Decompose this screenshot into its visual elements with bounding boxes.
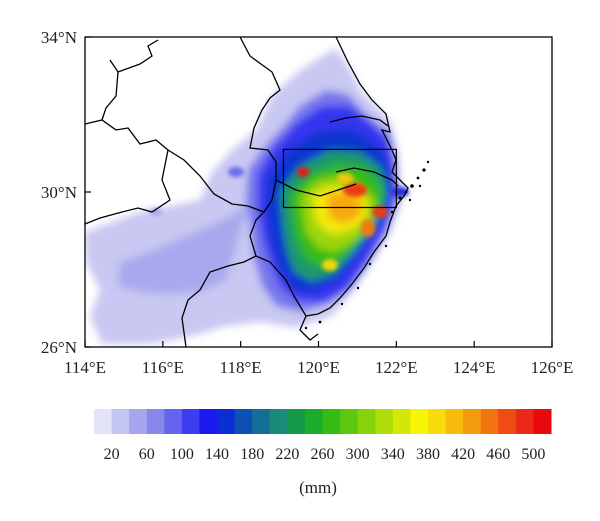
study-area-box bbox=[282, 148, 397, 209]
colorbar-swatch bbox=[340, 409, 359, 434]
colorbar-swatch bbox=[164, 409, 183, 434]
lon-tick-label: 116°E bbox=[142, 358, 184, 377]
colorbar-swatch bbox=[287, 409, 306, 434]
colorbar-swatch bbox=[533, 409, 552, 434]
map-panel bbox=[85, 37, 552, 347]
colorbar-swatch bbox=[129, 409, 148, 434]
colorbar-label: 180 bbox=[240, 446, 264, 463]
province-border-4 bbox=[167, 149, 265, 213]
colorbar-swatch bbox=[463, 409, 482, 434]
coastline-and-borders bbox=[85, 37, 409, 347]
colorbar-swatch bbox=[445, 409, 464, 434]
colorbar-label: 380 bbox=[416, 446, 440, 463]
colorbar-swatch bbox=[427, 409, 447, 434]
lon-tick-label: 114°E bbox=[64, 358, 106, 377]
colorbar-label: 420 bbox=[451, 446, 475, 463]
colorbar-swatch bbox=[111, 409, 130, 434]
colorbar-label: 260 bbox=[311, 446, 335, 463]
lon-tick-label: 118°E bbox=[220, 358, 262, 377]
province-border-6 bbox=[275, 179, 357, 197]
colorbar-swatch bbox=[357, 409, 376, 434]
colorbar-label: 20 bbox=[104, 446, 120, 463]
colorbar-label: 60 bbox=[139, 446, 155, 463]
lon-tick-label: 126°E bbox=[531, 358, 574, 377]
colorbar-swatch bbox=[392, 409, 411, 434]
rainfall-field bbox=[85, 48, 402, 344]
colorbar-swatch bbox=[181, 409, 200, 434]
colorbar-swatch bbox=[94, 409, 113, 434]
colorbar-swatch bbox=[146, 409, 165, 434]
colorbar-labels: 20 60 100 140 180 220 260 300 340 380 420 460 500 bbox=[104, 446, 546, 463]
colorbar-swatch bbox=[322, 409, 341, 434]
colorbar bbox=[94, 409, 552, 434]
hangzhou-bay bbox=[335, 167, 399, 187]
colorbar-swatch bbox=[375, 409, 394, 434]
lat-tick-label: 30°N bbox=[41, 183, 77, 202]
longitude-axis: 114°E 116°E 118°E 120°E 122°E 124°E 126°E bbox=[64, 341, 573, 377]
colorbar-swatch bbox=[515, 409, 534, 434]
colorbar-swatch bbox=[480, 409, 499, 434]
colorbar-swatch bbox=[304, 409, 323, 434]
islands bbox=[304, 160, 430, 330]
lat-tick-label: 26°N bbox=[41, 338, 77, 357]
colorbar-label: 220 bbox=[275, 446, 299, 463]
colorbar-swatch bbox=[217, 409, 236, 434]
colorbar-label: 100 bbox=[170, 446, 194, 463]
colorbar-swatch bbox=[269, 409, 288, 434]
colorbar-unit: (mm) bbox=[299, 478, 337, 497]
lat-tick-label: 34°N bbox=[41, 28, 77, 47]
colorbar-label: 340 bbox=[381, 446, 405, 463]
rainfall-maxima bbox=[150, 167, 409, 271]
colorbar-label: 300 bbox=[346, 446, 370, 463]
colorbar-swatch bbox=[252, 409, 271, 434]
colorbar-swatch bbox=[498, 409, 517, 434]
lon-tick-label: 120°E bbox=[297, 358, 340, 377]
province-border-5 bbox=[181, 255, 257, 347]
lon-tick-label: 124°E bbox=[453, 358, 496, 377]
province-border-1 bbox=[117, 39, 159, 73]
province-border-2 bbox=[85, 119, 171, 225]
yangtze-estuary bbox=[329, 115, 389, 127]
coastline bbox=[299, 37, 409, 341]
colorbar-swatch bbox=[234, 409, 253, 434]
colorbar-swatch bbox=[199, 409, 218, 434]
province-border-7 bbox=[101, 59, 119, 121]
latitude-axis: 34°N 30°N 26°N bbox=[41, 28, 91, 357]
lon-tick-label: 122°E bbox=[375, 358, 418, 377]
colorbar-label: 500 bbox=[521, 446, 545, 463]
colorbar-label: 460 bbox=[486, 446, 510, 463]
colorbar-swatch bbox=[410, 409, 429, 434]
colorbar-label: 140 bbox=[205, 446, 229, 463]
